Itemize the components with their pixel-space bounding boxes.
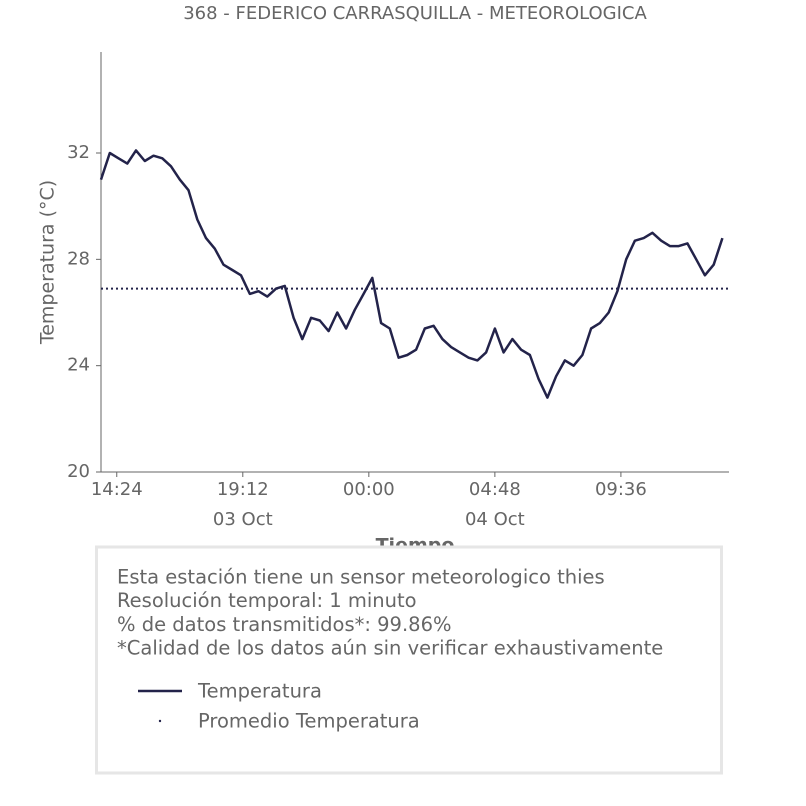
temperature-line	[99, 149, 724, 399]
x-tick-label: 19:12	[217, 479, 269, 500]
x-tick-label: 14:24	[91, 479, 143, 500]
x-tick-label: 00:00	[343, 479, 395, 500]
x-tick-date: 04 Oct	[465, 509, 525, 530]
y-tick-label: 32	[67, 142, 90, 163]
chart-title: 368 - FEDERICO CARRASQUILLA - METEOROLOG…	[183, 3, 647, 24]
x-tick-label: 09:36	[595, 479, 647, 500]
info-line: *Calidad de los datos aún sin verificar …	[117, 637, 663, 660]
y-axis-label: Temperatura (°C)	[37, 180, 59, 345]
x-tick-date: 03 Oct	[213, 509, 273, 530]
y-tick-label: 24	[67, 355, 90, 376]
info-line: Esta estación tiene un sensor meteorolog…	[117, 566, 605, 589]
y-tick-label: 20	[67, 461, 90, 482]
legend-label: Temperatura	[197, 680, 322, 703]
info-line: % de datos transmitidos*: 99.86%	[117, 613, 452, 636]
legend-dot	[158, 719, 162, 723]
x-tick-label: 04:48	[469, 479, 521, 500]
info-line: Resolución temporal: 1 minuto	[117, 589, 417, 612]
legend-label: Promedio Temperatura	[198, 710, 420, 733]
y-tick-label: 28	[67, 248, 90, 269]
info-box	[95, 545, 723, 775]
